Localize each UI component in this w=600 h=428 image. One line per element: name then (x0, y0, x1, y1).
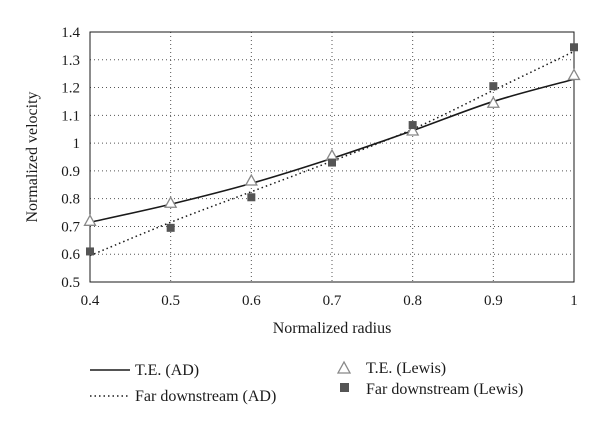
series-layer (83, 43, 581, 257)
legend-swatch-far-downstream-lewis (340, 383, 349, 392)
data-point-triangle (486, 95, 500, 108)
data-point-square (166, 223, 175, 232)
x-tick-label: 0.8 (403, 293, 422, 309)
x-tick-label: 0.5 (161, 293, 180, 309)
data-point-triangle (406, 123, 420, 136)
data-point-square (489, 82, 498, 91)
x-tick-label: 0.4 (81, 293, 100, 309)
legend: T.E. (AD) Far downstream (AD) T.E. (Lewi… (90, 360, 523, 405)
legend-label-te-ad: T.E. (AD) (135, 362, 199, 379)
x-tick-label: 0.7 (323, 293, 342, 309)
x-axis-label: Normalized radius (273, 320, 392, 337)
data-point-triangle (244, 173, 258, 186)
y-tick-label: 1 (73, 136, 81, 152)
data-point-square (328, 158, 336, 167)
data-point-triangle (567, 68, 581, 81)
y-tick-label: 0.9 (61, 164, 80, 180)
y-tick-label: 1.2 (61, 81, 80, 97)
y-tick-label: 1.1 (61, 108, 80, 124)
series-far-downstream-lewis (86, 43, 578, 256)
x-tick-label: 0.6 (242, 293, 261, 309)
x-axis-ticks: 0.4 0.5 0.6 0.7 0.8 0.9 1 (81, 293, 578, 309)
y-tick-label: 1.3 (61, 53, 80, 69)
data-point-triangle (325, 148, 339, 161)
data-point-square (570, 43, 578, 52)
data-point-square (408, 121, 417, 130)
series-t-e-lewis (83, 68, 581, 226)
data-point-triangle (83, 214, 97, 226)
data-point-square (86, 247, 94, 256)
data-point-triangle (164, 195, 178, 208)
y-tick-label: 0.6 (61, 247, 80, 263)
legend-label-far-downstream-ad: Far downstream (AD) (135, 388, 276, 405)
y-tick-label: 0.5 (61, 275, 80, 291)
x-tick-label: 1 (570, 293, 578, 309)
y-tick-label: 0.7 (61, 219, 80, 235)
plot-frame (89, 31, 575, 283)
data-point-square (247, 193, 256, 202)
y-tick-label: 1.4 (61, 25, 80, 41)
legend-label-te-lewis: T.E. (Lewis) (366, 360, 446, 377)
y-tick-label: 0.8 (61, 192, 80, 208)
legend-label-far-downstream-lewis: Far downstream (Lewis) (366, 381, 523, 398)
y-axis-ticks: 0.5 0.6 0.7 0.8 0.9 1 1.1 1.2 1.3 1.4 (61, 25, 80, 291)
x-tick-label: 0.9 (484, 293, 503, 309)
y-axis-label: Normalized velocity (24, 91, 41, 222)
legend-swatch-te-lewis (336, 360, 352, 374)
